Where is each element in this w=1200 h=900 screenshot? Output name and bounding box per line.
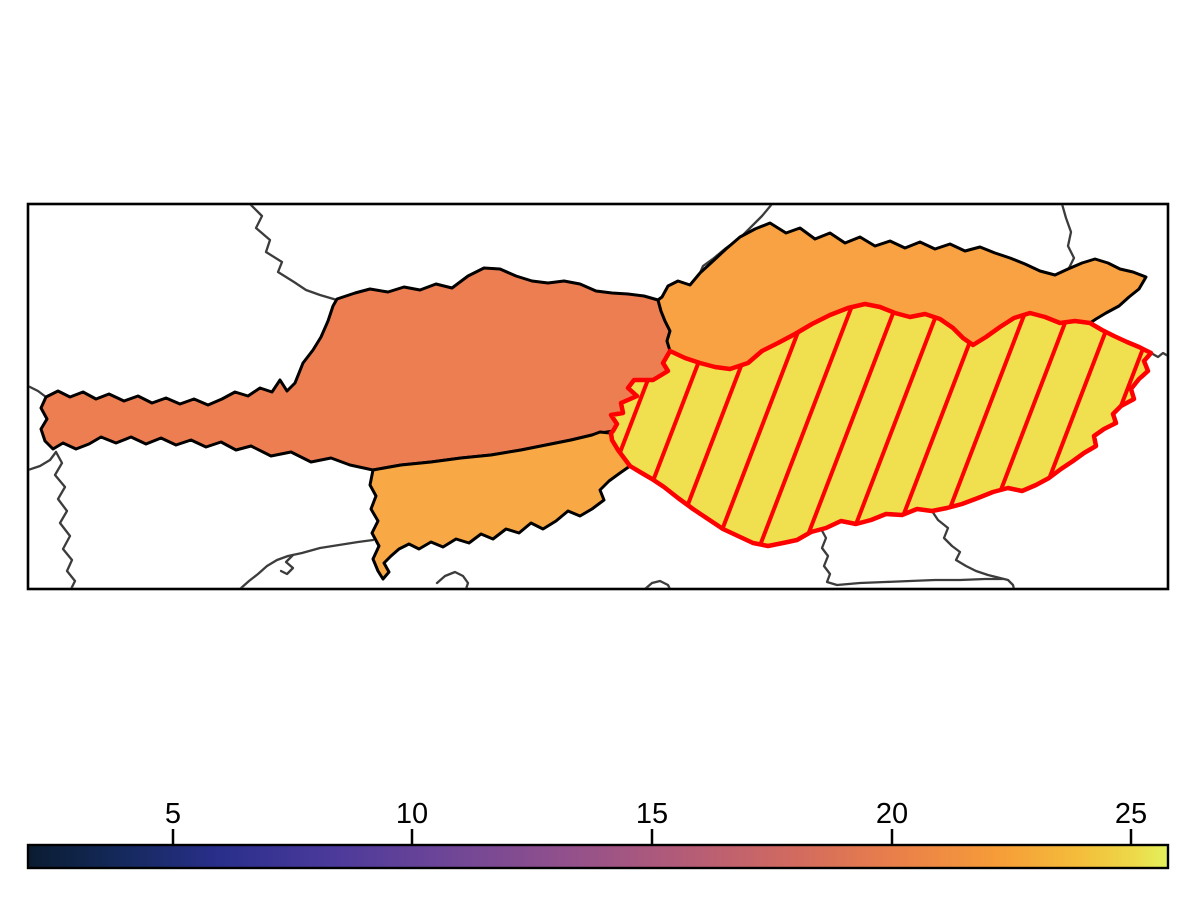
colorbar: 5 10 15 20 25 — [26, 798, 1170, 870]
border-istria-hook — [279, 553, 295, 576]
colorbar-label-20: 20 — [876, 798, 908, 830]
border-croatia-serbia — [818, 525, 1005, 587]
context-borders — [29, 205, 1167, 588]
colorbar-label-5: 5 — [165, 798, 181, 830]
colorbar-bar — [26, 843, 1170, 870]
border-croatia-bump — [644, 579, 671, 588]
colorbar-ticks — [171, 829, 1133, 844]
border-italy-croatia-coast — [239, 538, 375, 588]
colorbar-label-10: 10 — [396, 798, 428, 830]
country-slovenia — [368, 430, 632, 581]
border-croatia-bay — [435, 570, 470, 588]
border-poland-ukraine — [1061, 205, 1076, 270]
border-switzerland-italy-south — [53, 450, 77, 588]
colorbar-label-25: 25 — [1115, 798, 1147, 830]
border-switzerland-italy-west — [29, 450, 58, 471]
country-hungary — [608, 301, 1154, 549]
border-ukraine-romania — [1149, 351, 1167, 359]
border-serbia-romania — [930, 509, 1015, 588]
colorbar-label-15: 15 — [636, 798, 668, 830]
border-germany-switzerland — [29, 385, 48, 399]
border-germany-czechia — [249, 205, 339, 302]
